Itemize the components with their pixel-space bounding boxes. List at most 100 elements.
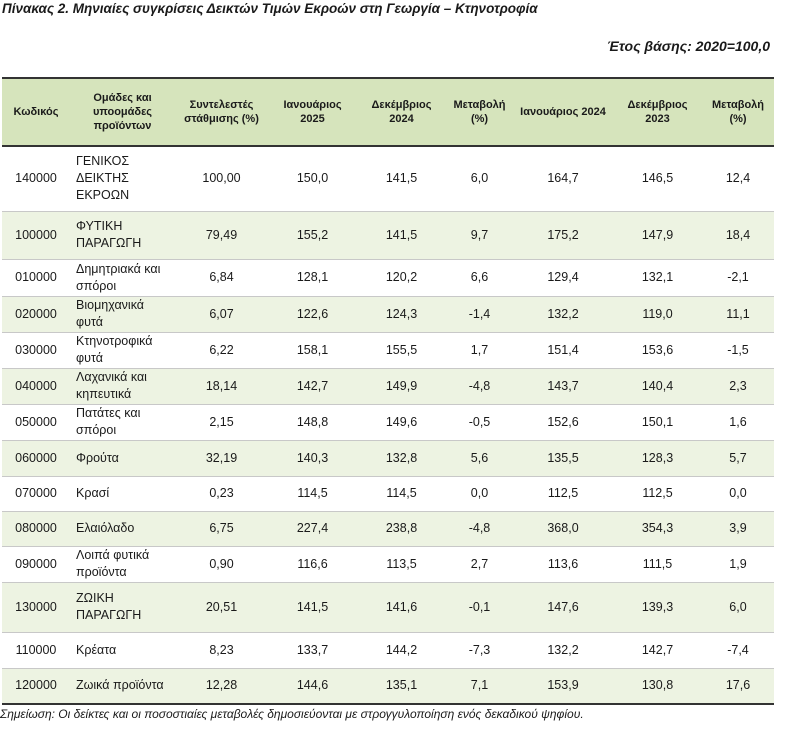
cell-change-2: 5,7 [702, 440, 774, 477]
cell-dec-2023: 132,1 [613, 259, 702, 297]
cell-weight: 6,07 [175, 296, 268, 333]
cell-change-1: -0,1 [446, 581, 513, 633]
cell-code: 030000 [2, 332, 70, 369]
header-groups: Ομάδες και υποομάδες προϊόντων [70, 77, 175, 147]
cell-jan-2024: 112,5 [513, 476, 613, 512]
cell-change-1: -0,5 [446, 404, 513, 441]
cell-change-2: 12,4 [702, 145, 774, 212]
cell-code: 120000 [2, 668, 70, 705]
table-row: 020000 Βιομηχανικά φυτά 6,07 122,6 124,3… [2, 296, 774, 333]
cell-dec-2023: 153,6 [613, 332, 702, 369]
cell-dec-2023: 112,5 [613, 476, 702, 512]
base-year-label: Έτος βάσης: 2020=100,0 [606, 38, 770, 54]
cell-change-1: -4,8 [446, 368, 513, 405]
header-dec-2024: Δεκέμβριος 2024 [357, 77, 446, 147]
cell-dec-2024: 238,8 [357, 511, 446, 547]
cell-jan-2024: 132,2 [513, 632, 613, 669]
cell-group: Ζωικά προϊόντα [70, 668, 175, 705]
cell-dec-2024: 141,5 [357, 210, 446, 260]
cell-code: 110000 [2, 632, 70, 669]
cell-group: Κτηνοτροφικά φυτά [70, 332, 175, 369]
cell-code: 020000 [2, 296, 70, 333]
cell-group: Βιομηχανικά φυτά [70, 296, 175, 333]
cell-jan-2024: 143,7 [513, 368, 613, 405]
cell-weight: 18,14 [175, 368, 268, 405]
cell-change-1: 7,1 [446, 668, 513, 705]
cell-dec-2024: 120,2 [357, 259, 446, 297]
footnote: Σημείωση: Οι δείκτες και οι ποσοστιαίες … [0, 707, 584, 721]
cell-jan-2025: 114,5 [268, 476, 357, 512]
cell-jan-2025: 141,5 [268, 581, 357, 633]
table-row: 110000 Κρέατα 8,23 133,7 144,2 -7,3 132,… [2, 632, 774, 669]
cell-change-2: 2,3 [702, 368, 774, 405]
table-row: 070000 Κρασί 0,23 114,5 114,5 0,0 112,5 … [2, 476, 774, 512]
cell-weight: 12,28 [175, 668, 268, 705]
table-row: 140000 ΓΕΝΙΚΟΣ ΔΕΙΚΤΗΣ ΕΚΡΟΩΝ 100,00 150… [2, 145, 774, 212]
cell-dec-2023: 146,5 [613, 145, 702, 212]
cell-change-1: -4,8 [446, 511, 513, 547]
cell-group: Κρασί [70, 476, 175, 512]
cell-change-2: 17,6 [702, 668, 774, 705]
cell-weight: 32,19 [175, 440, 268, 477]
cell-weight: 79,49 [175, 210, 268, 260]
cell-jan-2025: 155,2 [268, 210, 357, 260]
header-dec-2023: Δεκέμβριος 2023 [613, 77, 702, 147]
cell-dec-2024: 144,2 [357, 632, 446, 669]
header-jan-2024: Ιανουάριος 2024 [513, 77, 613, 147]
cell-group: Κρέατα [70, 632, 175, 669]
cell-weight: 2,15 [175, 404, 268, 441]
cell-change-2: 6,0 [702, 581, 774, 633]
cell-change-1: 6,0 [446, 145, 513, 212]
cell-dec-2023: 111,5 [613, 546, 702, 583]
cell-dec-2023: 128,3 [613, 440, 702, 477]
cell-dec-2023: 139,3 [613, 581, 702, 633]
header-code: Κωδικός [2, 77, 70, 147]
table-row: 050000 Πατάτες και σπόροι 2,15 148,8 149… [2, 404, 774, 441]
cell-jan-2025: 122,6 [268, 296, 357, 333]
table-row: 090000 Λοιπά φυτικά προϊόντα 0,90 116,6 … [2, 546, 774, 583]
cell-jan-2025: 158,1 [268, 332, 357, 369]
cell-change-1: -1,4 [446, 296, 513, 333]
cell-dec-2023: 150,1 [613, 404, 702, 441]
cell-jan-2024: 113,6 [513, 546, 613, 583]
header-jan-2025: Ιανουάριος 2025 [268, 77, 357, 147]
cell-code: 050000 [2, 404, 70, 441]
table-title: Πίνακας 2. Μηνιαίες συγκρίσεις Δεικτών Τ… [2, 1, 538, 16]
cell-weight: 8,23 [175, 632, 268, 669]
cell-group: Λοιπά φυτικά προϊόντα [70, 546, 175, 583]
price-index-table: Κωδικός Ομάδες και υποομάδες προϊόντων Σ… [2, 77, 774, 705]
cell-change-2: -2,1 [702, 259, 774, 297]
cell-group: ΓΕΝΙΚΟΣ ΔΕΙΚΤΗΣ ΕΚΡΟΩΝ [70, 145, 175, 212]
table-row: 080000 Ελαιόλαδο 6,75 227,4 238,8 -4,8 3… [2, 511, 774, 547]
cell-code: 130000 [2, 581, 70, 633]
cell-weight: 6,22 [175, 332, 268, 369]
cell-dec-2024: 155,5 [357, 332, 446, 369]
cell-weight: 6,75 [175, 511, 268, 547]
cell-weight: 0,23 [175, 476, 268, 512]
cell-code: 080000 [2, 511, 70, 547]
cell-jan-2025: 142,7 [268, 368, 357, 405]
header-change-1: Μεταβολή (%) [446, 77, 513, 147]
cell-dec-2024: 149,9 [357, 368, 446, 405]
cell-change-2: -7,4 [702, 632, 774, 669]
cell-jan-2024: 147,6 [513, 581, 613, 633]
header-weights: Συντελεστές στάθμισης (%) [175, 77, 268, 147]
table-row: 130000 ΖΩΙΚΗ ΠΑΡΑΓΩΓΗ 20,51 141,5 141,6 … [2, 581, 774, 633]
cell-change-1: 6,6 [446, 259, 513, 297]
cell-dec-2024: 113,5 [357, 546, 446, 583]
cell-jan-2024: 151,4 [513, 332, 613, 369]
cell-change-2: 18,4 [702, 210, 774, 260]
cell-group: ΦΥΤΙΚΗ ΠΑΡΑΓΩΓΗ [70, 210, 175, 260]
cell-dec-2024: 141,5 [357, 145, 446, 212]
cell-jan-2024: 132,2 [513, 296, 613, 333]
cell-dec-2023: 142,7 [613, 632, 702, 669]
cell-jan-2024: 135,5 [513, 440, 613, 477]
cell-change-2: 11,1 [702, 296, 774, 333]
cell-group: Λαχανικά και κηπευτικά [70, 368, 175, 405]
cell-weight: 6,84 [175, 259, 268, 297]
cell-change-1: 0,0 [446, 476, 513, 512]
cell-change-1: 1,7 [446, 332, 513, 369]
cell-dec-2024: 149,6 [357, 404, 446, 441]
cell-jan-2025: 227,4 [268, 511, 357, 547]
cell-dec-2023: 147,9 [613, 210, 702, 260]
